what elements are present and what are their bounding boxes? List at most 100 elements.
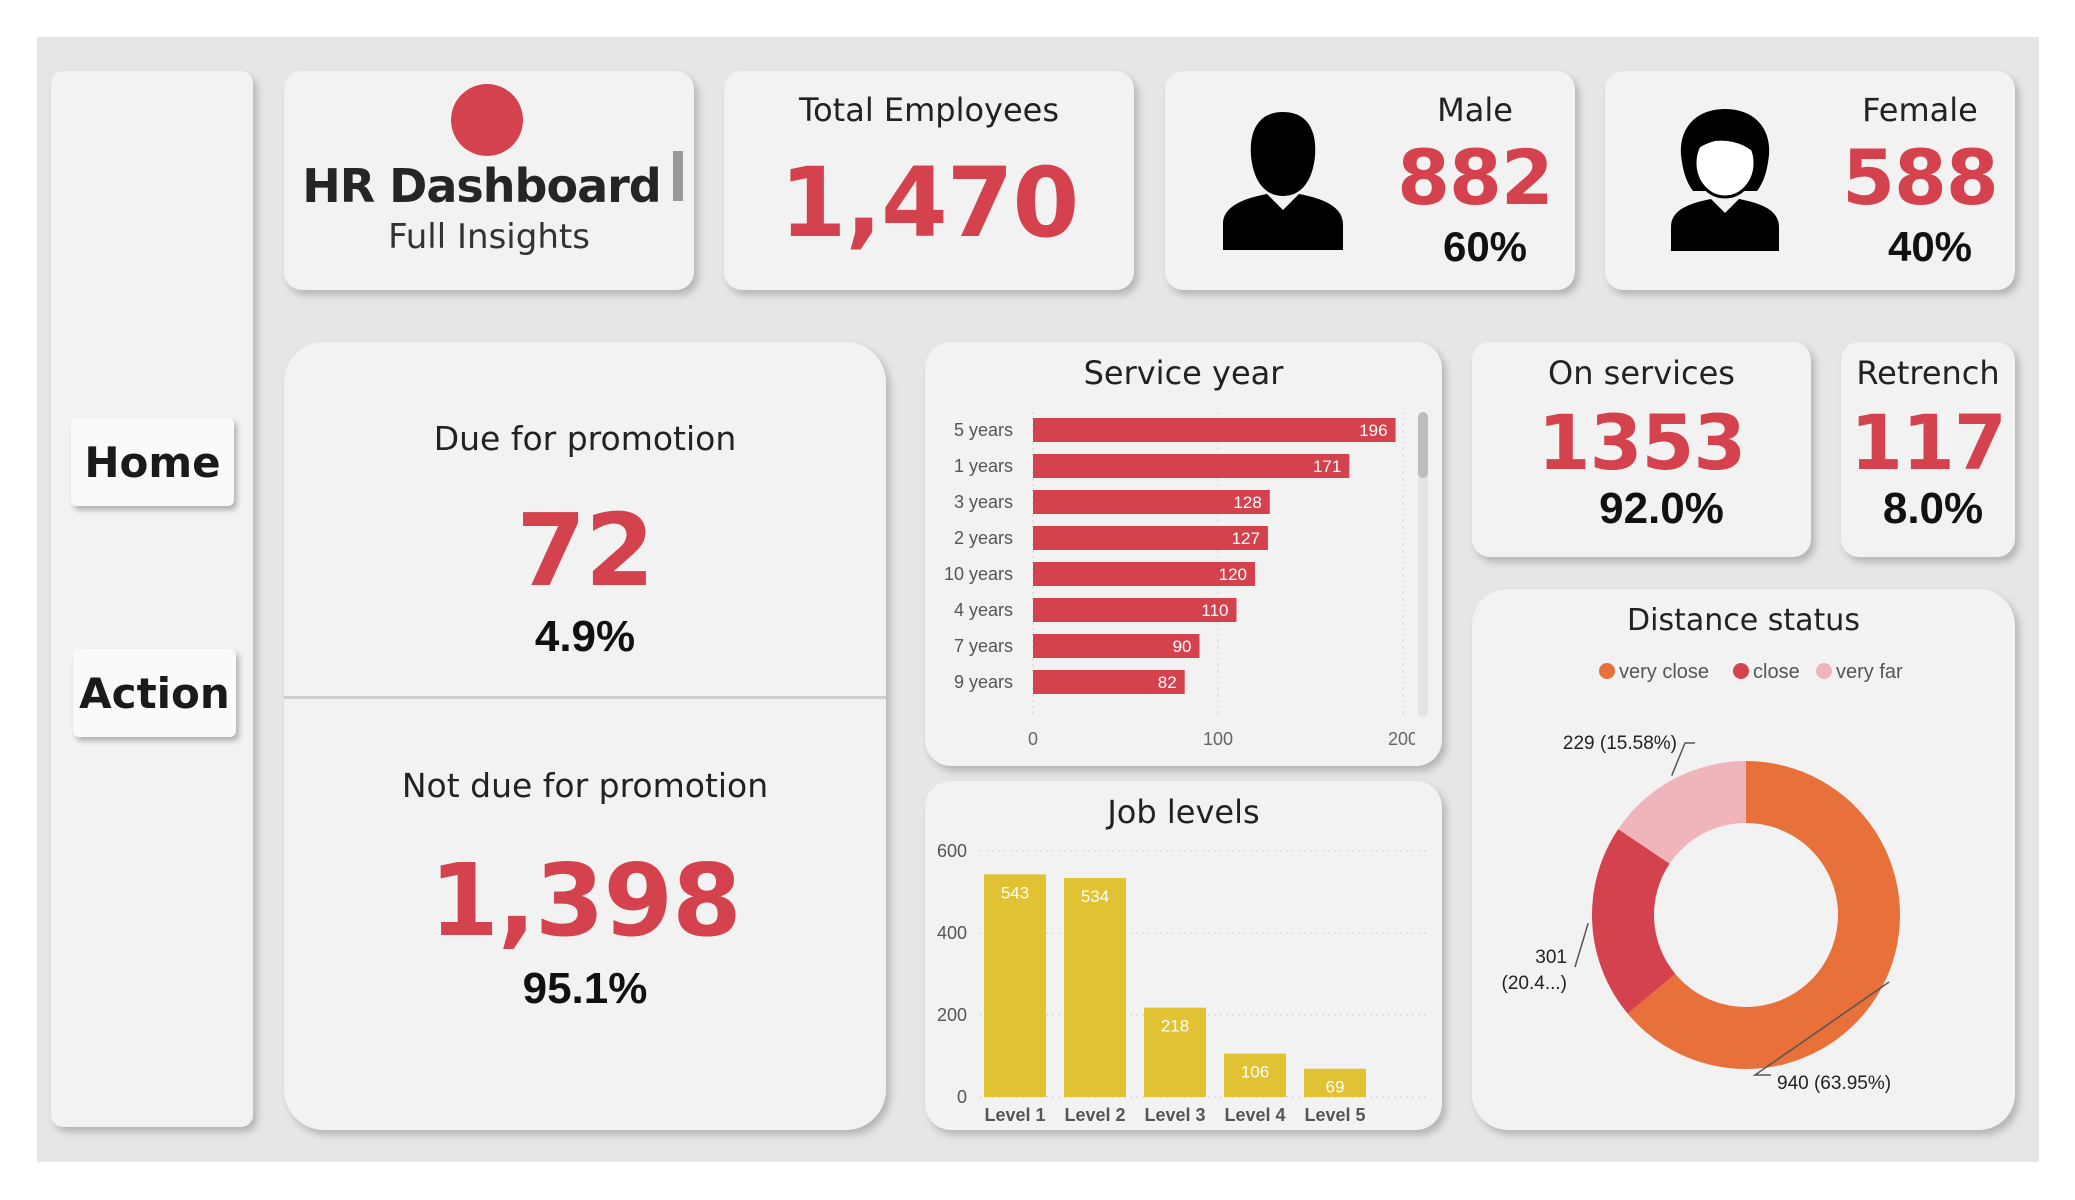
donut-leader-line [1574,922,1589,968]
legend-swatch-close [1733,663,1749,679]
job-levels-bar [984,874,1046,1097]
job-levels-y-tick: 0 [957,1087,967,1107]
service-year-bar [1033,490,1270,514]
service-year-data-label: 196 [1359,421,1387,440]
male-person-icon [1223,112,1343,250]
legend-label-close: close [1753,661,1800,683]
retrench-value: 117 [1850,398,2007,487]
legend-label-very-far: very far [1836,661,1903,683]
job-levels-data-label: 534 [1081,887,1109,906]
service-year-x-tick: 200 [1388,729,1415,749]
male-percent: 60% [1442,223,1528,270]
service-year-category-label: 1 years [954,456,1013,476]
due-promotion-percent: 4.9% [534,612,636,661]
job-levels-category-label: Level 3 [1144,1105,1205,1125]
male-label: Male [1437,91,1513,129]
donut-slice-very-far [1618,761,1746,864]
due-promotion-label: Due for promotion [433,419,737,458]
service-year-scrollbar[interactable] [1418,412,1428,717]
donut-data-label: (20.4...) [1502,973,1567,994]
female-card: Female 588 40% [1605,71,2015,290]
on-services-card: On services 1353 92.0% [1472,342,1811,557]
service-year-data-label: 127 [1232,529,1260,548]
service-year-category-label: 4 years [954,600,1013,620]
service-year-title: Service year [1083,354,1284,392]
service-year-bar [1033,418,1396,442]
logo-card: HR Dashboard Full Insights [284,71,694,290]
logo-subtitle: Full Insights [388,217,590,257]
on-services-percent: 92.0% [1599,484,1724,533]
service-year-bar [1033,526,1268,550]
not-due-promotion-value: 1,398 [429,842,741,959]
promotion-divider [284,696,886,699]
service-year-data-label: 82 [1158,673,1177,692]
donut-leader-line [1671,742,1695,776]
promotion-card: Due for promotion 72 4.9% Not due for pr… [284,342,886,1130]
job-levels-category-label: Level 5 [1304,1105,1365,1125]
total-employees-label: Total Employees [798,91,1060,129]
logo-circle [451,84,523,156]
job-levels-y-tick: 200 [937,1005,967,1025]
home-button[interactable]: Home [71,418,234,506]
retrench-label: Retrench [1856,354,2000,392]
job-levels-category-label: Level 2 [1064,1105,1125,1125]
legend-label-very-close: very close [1619,661,1709,683]
job-levels-category-label: Level 1 [984,1105,1045,1125]
total-employees-value: 1,470 [779,147,1080,259]
job-levels-card: Job levels 0 200 400 600 543 Level 1 534 Level … [925,781,1442,1130]
distance-status-card: Distance status very close close very far 9… [1472,589,2015,1130]
retrench-percent: 8.0% [1882,484,1984,533]
job-levels-y-tick: 600 [937,841,967,861]
service-year-bar [1033,562,1255,586]
job-levels-data-label: 69 [1326,1078,1345,1097]
logo-scroll-indicator [673,151,683,201]
donut-data-label: 229 (15.58%) [1563,733,1677,754]
job-levels-y-tick: 400 [937,923,967,943]
job-levels-data-label: 106 [1241,1063,1269,1082]
service-year-category-label: 3 years [954,492,1013,512]
logo-title: HR Dashboard [302,159,661,213]
job-levels-bar [1304,1068,1366,1097]
legend-swatch-very-far [1816,663,1832,679]
due-promotion-value: 72 [516,492,654,609]
total-employees-card: Total Employees 1,470 [724,71,1134,290]
on-services-value: 1353 [1537,398,1747,487]
female-value: 588 [1842,133,1999,222]
job-levels-title: Job levels [1107,793,1260,831]
service-year-category-label: 9 years [954,672,1013,692]
retrench-card: Retrench 117 8.0% [1841,342,2015,557]
service-year-data-label: 171 [1313,457,1341,476]
distance-status-title: Distance status [1627,603,1860,638]
service-year-x-tick: 0 [1028,729,1038,749]
service-year-category-label: 2 years [954,528,1013,548]
job-levels-category-label: Level 4 [1224,1105,1285,1125]
service-year-category-label: 7 years [954,636,1013,656]
job-levels-bar [1064,878,1126,1097]
not-due-promotion-label: Not due for promotion [401,766,769,805]
service-year-data-label: 90 [1173,637,1192,656]
donut-data-label: 301 [1535,947,1567,968]
distance-status-chart: very close close very far 940 (63.95%) 301 (2… [1502,661,1904,1094]
service-year-scroll-thumb[interactable] [1418,412,1428,478]
not-due-promotion-percent: 95.1% [522,964,648,1013]
legend-swatch-very-close [1599,663,1615,679]
job-levels-data-label: 218 [1161,1017,1189,1036]
female-percent: 40% [1887,223,1973,270]
service-year-bar [1033,634,1200,658]
service-year-bar [1033,598,1237,622]
female-person-icon [1671,109,1779,251]
service-year-chart: 0 100 200 5 years 196 1 years 171 3 years 128 2 y… [944,412,1415,749]
donut-slice-close [1592,829,1676,1014]
service-year-x-tick: 100 [1203,729,1233,749]
donut-slice-very-close [1627,761,1900,1069]
donut-leader-line [1752,981,1890,1076]
service-year-category-label: 10 years [944,564,1013,584]
female-label: Female [1862,91,1978,129]
job-levels-bar [1144,1007,1206,1097]
action-button[interactable]: Action [73,649,236,737]
donut-data-label: 940 (63.95%) [1777,1073,1891,1094]
male-card: Male 882 60% [1165,71,1575,290]
service-year-bar [1033,670,1185,694]
male-value: 882 [1397,133,1554,222]
job-levels-data-label: 543 [1001,883,1029,902]
